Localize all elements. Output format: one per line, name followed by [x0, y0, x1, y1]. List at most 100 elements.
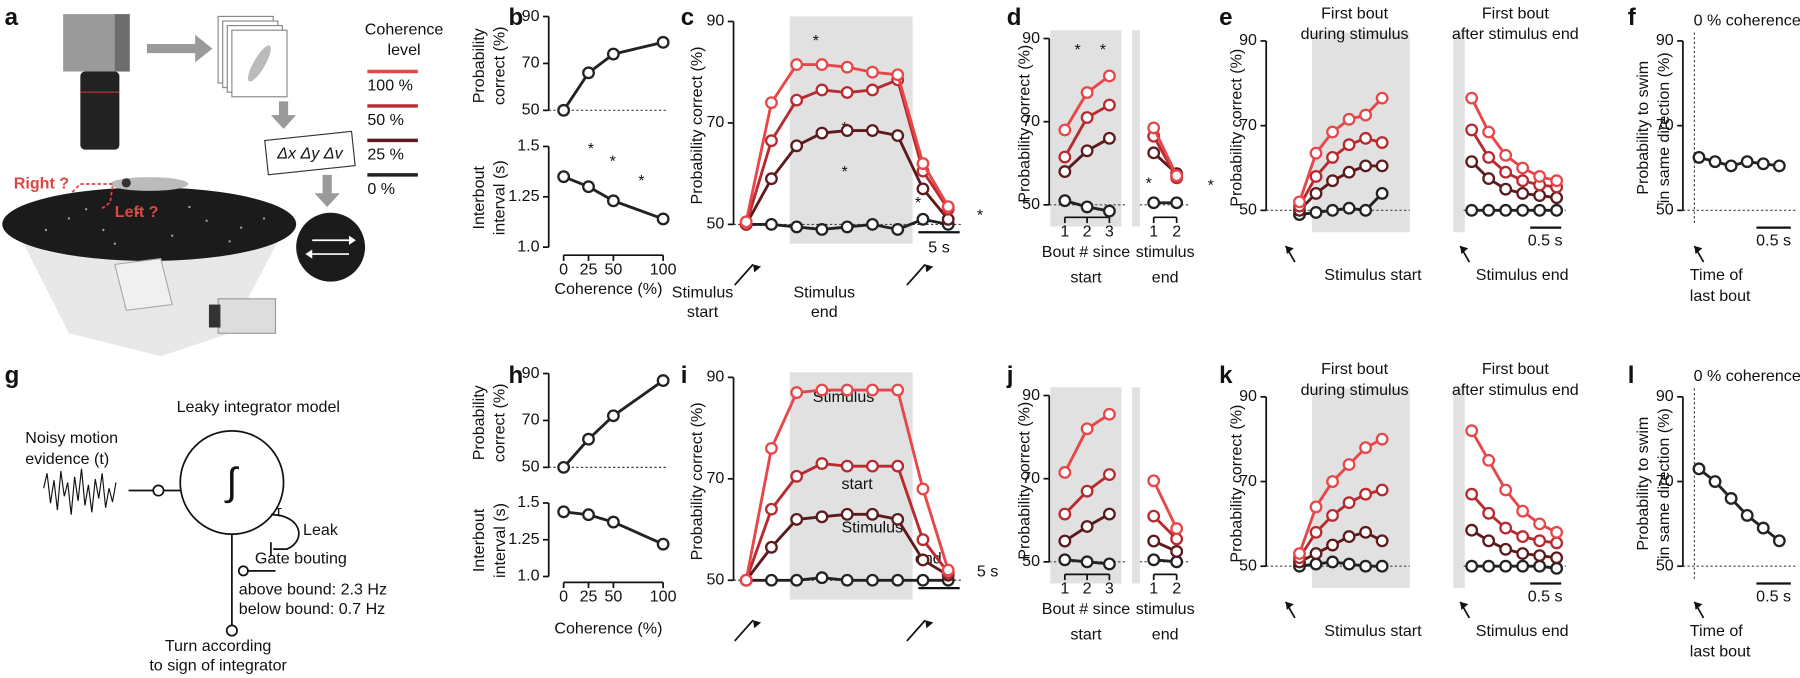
data-point: [1482, 506, 1496, 520]
x-axis-label: end: [1152, 625, 1179, 643]
data-point: [815, 457, 829, 471]
screen: [2, 187, 297, 261]
data-point: [1375, 559, 1389, 573]
data-point: [1326, 475, 1339, 488]
y-axis-label: Probability: [470, 28, 488, 103]
data-point: [1080, 111, 1094, 124]
x-tick-label: 25: [580, 588, 598, 606]
panel-label: d: [1007, 4, 1022, 31]
data-point: [1499, 182, 1513, 196]
data-point: [1533, 534, 1547, 548]
y-tick-label: 70: [1656, 116, 1674, 134]
y-tick-label: 50: [706, 571, 724, 589]
data-point: [1499, 148, 1513, 162]
y-axis-label: Probability to swim: [1634, 417, 1652, 551]
annotation: *: [1100, 41, 1106, 59]
y-tick-label: 90: [1239, 31, 1257, 49]
annotation: Stimulus end: [1476, 266, 1569, 284]
data-point: [1102, 98, 1116, 112]
data-point: [1692, 462, 1706, 476]
x-tick-label: 50: [604, 260, 622, 278]
x-tick-label: 100: [650, 588, 677, 606]
data-point: [790, 139, 804, 153]
data-point: [1342, 201, 1356, 215]
data-point: [916, 212, 930, 226]
chart-title: First bout: [1321, 360, 1388, 378]
data-point: [765, 502, 778, 516]
data-point: [941, 212, 955, 226]
data-point: [1756, 157, 1770, 171]
data-point: [582, 180, 595, 194]
annotation: *: [638, 172, 644, 190]
data-point: [1550, 203, 1564, 217]
data-point: [1326, 125, 1339, 139]
y-tick-label: 90: [522, 364, 540, 382]
data-point: [1080, 422, 1094, 436]
y-tick-label: 1.25: [508, 187, 539, 205]
annotation: 0.5 s: [1756, 588, 1791, 606]
data-point: [1465, 155, 1479, 169]
data-point: [1309, 500, 1323, 514]
x-tick-label: 3: [1105, 580, 1114, 598]
data-point: [1756, 521, 1770, 535]
data-point: [1309, 146, 1323, 160]
data-point: [1482, 534, 1496, 548]
data-point: [866, 383, 879, 397]
annotation: 0.5 s: [1528, 232, 1563, 250]
panel-label: i: [681, 362, 688, 389]
x-axis-label: stimulus: [1136, 600, 1195, 618]
data-point: [1326, 555, 1339, 569]
chart-panel: 50 70 90 Probability correct (%): [470, 364, 670, 476]
y-tick-label: 50: [1239, 201, 1257, 219]
annotation: *: [1074, 41, 1080, 59]
data-point: [1499, 483, 1513, 497]
data-point: [941, 563, 955, 577]
pointer-arrow: [734, 619, 754, 642]
data-point: [891, 512, 905, 526]
y-tick-label: 50: [706, 215, 724, 233]
data-point: [815, 58, 829, 72]
y-axis-label: Probability correct (%): [1015, 45, 1033, 203]
data-point: [840, 86, 854, 99]
noise-trace: [43, 468, 117, 515]
y-axis-label: correct (%): [491, 27, 509, 106]
stimulus-shade: [1131, 30, 1140, 227]
legend-label: 100 %: [367, 77, 413, 95]
leak-label: Leak: [303, 521, 339, 539]
data-point: [1309, 206, 1323, 219]
y-tick-label: 90: [1022, 386, 1040, 404]
data-point: [840, 220, 854, 234]
data-point: [866, 83, 879, 97]
data-point: [1102, 557, 1116, 571]
data-point: [790, 220, 804, 234]
y-axis-label: Probability correct (%): [688, 402, 706, 560]
data-point: [1147, 534, 1161, 548]
data-point: [1375, 432, 1389, 446]
y-axis-label: correct (%): [491, 384, 509, 463]
pointer-arrow: [906, 619, 926, 642]
data-point: [557, 103, 571, 117]
annotation: last bout: [1690, 643, 1751, 661]
data-point: [1080, 484, 1094, 498]
annotation: Time of: [1690, 266, 1743, 284]
legend-label: 25 %: [367, 146, 404, 164]
y-tick-label: 50: [1022, 195, 1040, 213]
data-point: [1465, 424, 1479, 438]
data-point: [1499, 542, 1513, 556]
data-point: [1482, 453, 1496, 467]
x-axis-label: start: [1070, 268, 1102, 286]
projector-lens: [208, 304, 221, 328]
data-point: [916, 157, 930, 170]
y-tick-label: 90: [1656, 31, 1674, 49]
chart-title: 0 % coherence: [1694, 367, 1800, 385]
y-tick-label: 1.0: [517, 237, 539, 255]
data-point: [1359, 487, 1373, 501]
data-point: [1342, 496, 1356, 510]
fish-image: [247, 45, 271, 82]
turn-label: Turn according: [165, 637, 272, 655]
annotation: *: [813, 32, 819, 50]
chart-panel: 1 2 stimulus end: [1131, 387, 1195, 643]
data-point: [1058, 194, 1072, 208]
stimulus-shade: [1453, 32, 1465, 233]
